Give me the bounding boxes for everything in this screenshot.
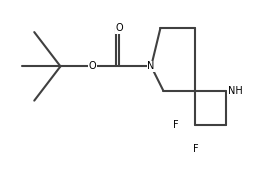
Text: O: O: [115, 23, 123, 33]
Text: O: O: [89, 61, 96, 71]
Text: F: F: [193, 144, 198, 154]
Text: N: N: [148, 61, 155, 71]
Text: F: F: [172, 120, 178, 130]
Text: NH: NH: [228, 86, 243, 95]
